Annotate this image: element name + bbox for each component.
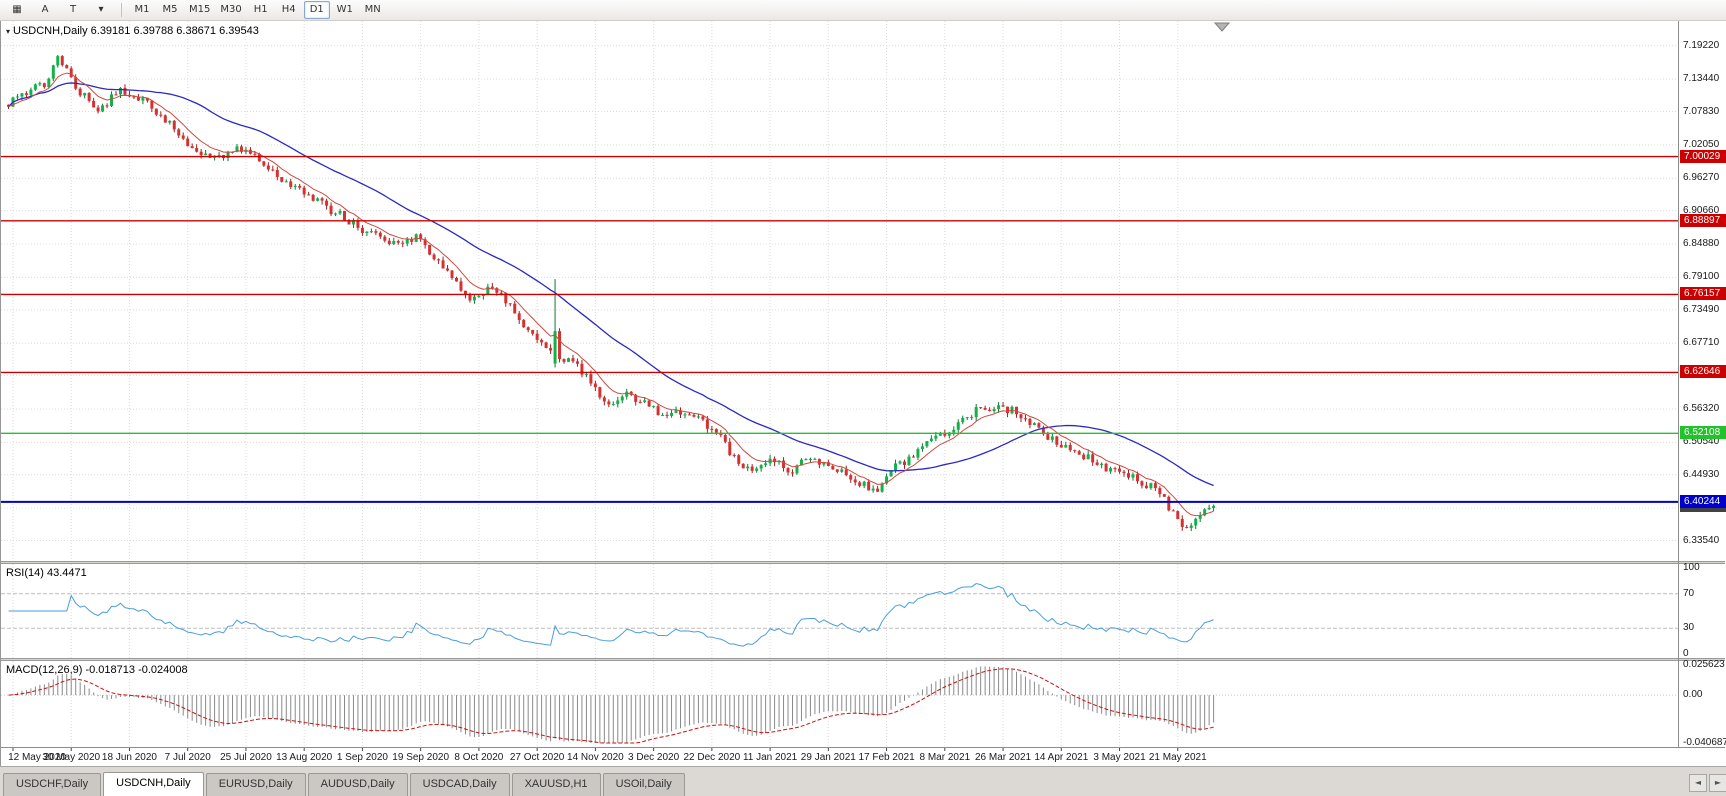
date-axis-label: 8 Oct 2020 bbox=[454, 752, 504, 763]
price-axis-label: 6.96270 bbox=[1683, 172, 1720, 184]
price-axis-label: 6.67710 bbox=[1683, 337, 1720, 349]
chart-menu-icon[interactable]: ▾ bbox=[6, 27, 11, 36]
price-axis-label: 6.84880 bbox=[1683, 238, 1720, 250]
price-axis-label: 6.90660 bbox=[1683, 204, 1720, 216]
tool-buttons: ▦ A T ▾ bbox=[4, 1, 114, 19]
grid-layer bbox=[1, 21, 1678, 747]
timeframe-button-d1[interactable]: D1 bbox=[303, 1, 330, 19]
hlines-layer bbox=[1, 155, 1678, 503]
timeframe-button-w1[interactable]: W1 bbox=[336, 4, 353, 15]
macd-axis-label: -0.040687 bbox=[1683, 737, 1726, 748]
price-axis-label: 6.33540 bbox=[1683, 534, 1720, 546]
symbol-tab-bar: USDCHF,Daily USDCNH,Daily EURUSD,Daily AUDU… bbox=[0, 766, 1726, 796]
tab-usoil-daily[interactable]: USOil,Daily bbox=[602, 773, 685, 796]
rsi-axis-label: 0 bbox=[1683, 648, 1689, 659]
tab-audusd-daily[interactable]: AUDUSD,Daily bbox=[307, 773, 408, 796]
toolbar-separator bbox=[121, 3, 122, 17]
chart-window[interactable]: ▾ USDCNH,Daily 6.39181 6.39788 6.38671 6.… bbox=[0, 20, 1726, 768]
timeframe-button-m15[interactable]: M15 bbox=[189, 4, 211, 15]
date-axis-label: 3 May 2021 bbox=[1093, 752, 1146, 763]
date-axis-label: 17 Feb 2021 bbox=[858, 752, 915, 763]
tab-usdchf-daily[interactable]: USDCHF,Daily bbox=[3, 773, 102, 796]
symbol-tabs: USDCHF,Daily USDCNH,Daily EURUSD,Daily AUDU… bbox=[3, 772, 1689, 796]
price-axis-label: 6.44930 bbox=[1683, 468, 1720, 480]
rsi-axis-label: 100 bbox=[1683, 562, 1700, 573]
date-axis-label: 8 Mar 2021 bbox=[919, 752, 971, 763]
macd-signal-line bbox=[8, 668, 1214, 744]
price-axis-label: 6.50540 bbox=[1683, 436, 1720, 448]
hline-price-badge: 6.40244 bbox=[1680, 494, 1726, 508]
macd-indicator-label: MACD(12,26,9) -0.018713 -0.024008 bbox=[6, 664, 188, 676]
date-axis-label: 19 Sep 2020 bbox=[392, 752, 450, 763]
date-axis-label: 30 May 2020 bbox=[42, 752, 101, 763]
chart-symbol-label: USDCNH,Daily bbox=[13, 25, 88, 37]
price-axis-label: 6.73490 bbox=[1683, 303, 1720, 315]
rsi-indicator-label: RSI(14) 43.4471 bbox=[6, 567, 87, 579]
date-axis-label: 7 Jul 2020 bbox=[164, 752, 211, 763]
rsi-axis-label: 70 bbox=[1683, 587, 1695, 599]
tab-scroll-left-button[interactable]: ◄ bbox=[1689, 774, 1707, 792]
draw-dropdown-icon[interactable]: ▾ bbox=[98, 4, 104, 15]
price-axis-label: 6.56320 bbox=[1683, 402, 1720, 414]
date-axis-label: 3 Dec 2020 bbox=[628, 752, 680, 763]
date-axis-label: 12 May 2020 bbox=[8, 752, 66, 763]
tab-scroll-right-button[interactable]: ► bbox=[1709, 774, 1726, 792]
macd-axis-label: 0.025623 bbox=[1683, 659, 1725, 670]
date-axis-label: 29 Jan 2021 bbox=[800, 752, 856, 763]
date-axis-label: 14 Apr 2021 bbox=[1034, 752, 1089, 763]
tab-eurusd-daily[interactable]: EURUSD,Daily bbox=[205, 773, 306, 796]
date-axis-label: 14 Nov 2020 bbox=[567, 752, 624, 763]
date-axis-label: 25 Jul 2020 bbox=[220, 752, 272, 763]
date-axis-label: 22 Dec 2020 bbox=[683, 752, 741, 763]
timeframe-button-mn[interactable]: MN bbox=[364, 4, 381, 15]
timeframe-button-h1[interactable]: H1 bbox=[253, 4, 268, 15]
date-axis-label: 18 Jun 2020 bbox=[101, 752, 157, 763]
chart-ohlc-values: 6.39181 6.39788 6.38671 6.39543 bbox=[90, 25, 259, 37]
timeframe-button-m30[interactable]: M30 bbox=[220, 4, 242, 15]
timeframe-button-m5[interactable]: M5 bbox=[162, 4, 178, 15]
tab-usdcnh-daily[interactable]: USDCNH,Daily bbox=[103, 772, 204, 796]
price-axis-label: 7.13440 bbox=[1683, 73, 1720, 85]
tab-usdcad-daily[interactable]: USDCAD,Daily bbox=[409, 773, 510, 796]
hline-price-badge: 6.76157 bbox=[1680, 287, 1726, 301]
date-axis-label: 1 Sep 2020 bbox=[336, 752, 388, 763]
date-axis-label: 13 Aug 2020 bbox=[276, 752, 333, 763]
tab-scroll-buttons: ◄ ► bbox=[1689, 774, 1726, 792]
tab-xauusd-h1[interactable]: XAUUSD,H1 bbox=[511, 773, 601, 796]
frame-layer bbox=[1, 21, 1725, 751]
rsi-line bbox=[8, 583, 1214, 647]
date-axis-label: 21 May 2021 bbox=[1148, 752, 1207, 763]
macd-histogram bbox=[12, 666, 1215, 743]
hline-price-badge: 6.52108 bbox=[1680, 426, 1726, 440]
timeframe-button-m1[interactable]: M1 bbox=[134, 4, 150, 15]
chart-shift-marker-icon[interactable] bbox=[1213, 22, 1231, 32]
date-axis-label: 27 Oct 2020 bbox=[509, 752, 565, 763]
moving-averages-layer bbox=[8, 72, 1214, 517]
date-axis-label: 11 Jan 2021 bbox=[742, 752, 798, 763]
rsi-axis-label: 30 bbox=[1683, 622, 1695, 634]
chart-title: ▾ USDCNH,Daily 6.39181 6.39788 6.38671 6.… bbox=[6, 25, 259, 37]
hline-price-badge: 6.62646 bbox=[1680, 365, 1726, 379]
price-axis-label: 7.02050 bbox=[1683, 138, 1720, 150]
chart-canvas[interactable] bbox=[1, 21, 1725, 765]
date-axis-label: 26 Mar 2021 bbox=[974, 752, 1032, 763]
price-axis-label: 7.19220 bbox=[1683, 39, 1720, 51]
top-toolbar: ▦ A T ▾ M1 M5 M15 M30 H1 H4 D1 W1 MN bbox=[0, 0, 1726, 21]
hline-price-badge: 6.88897 bbox=[1680, 213, 1726, 227]
cursor-tool[interactable]: A bbox=[41, 4, 49, 15]
timeframe-buttons: M1 M5 M15 M30 H1 H4 D1 W1 MN bbox=[129, 1, 386, 19]
timeframe-button-h4[interactable]: H4 bbox=[281, 4, 296, 15]
candles-layer bbox=[7, 54, 1216, 532]
price-axis-label: 7.07830 bbox=[1683, 105, 1720, 117]
macd-axis-label: 0.00 bbox=[1683, 689, 1703, 701]
hline-price-badge: 7.00029 bbox=[1680, 149, 1726, 163]
price-axis-label: 6.79100 bbox=[1683, 271, 1720, 283]
text-tool[interactable]: T bbox=[69, 4, 77, 15]
chart-window-icon[interactable]: ▦ bbox=[12, 4, 22, 15]
